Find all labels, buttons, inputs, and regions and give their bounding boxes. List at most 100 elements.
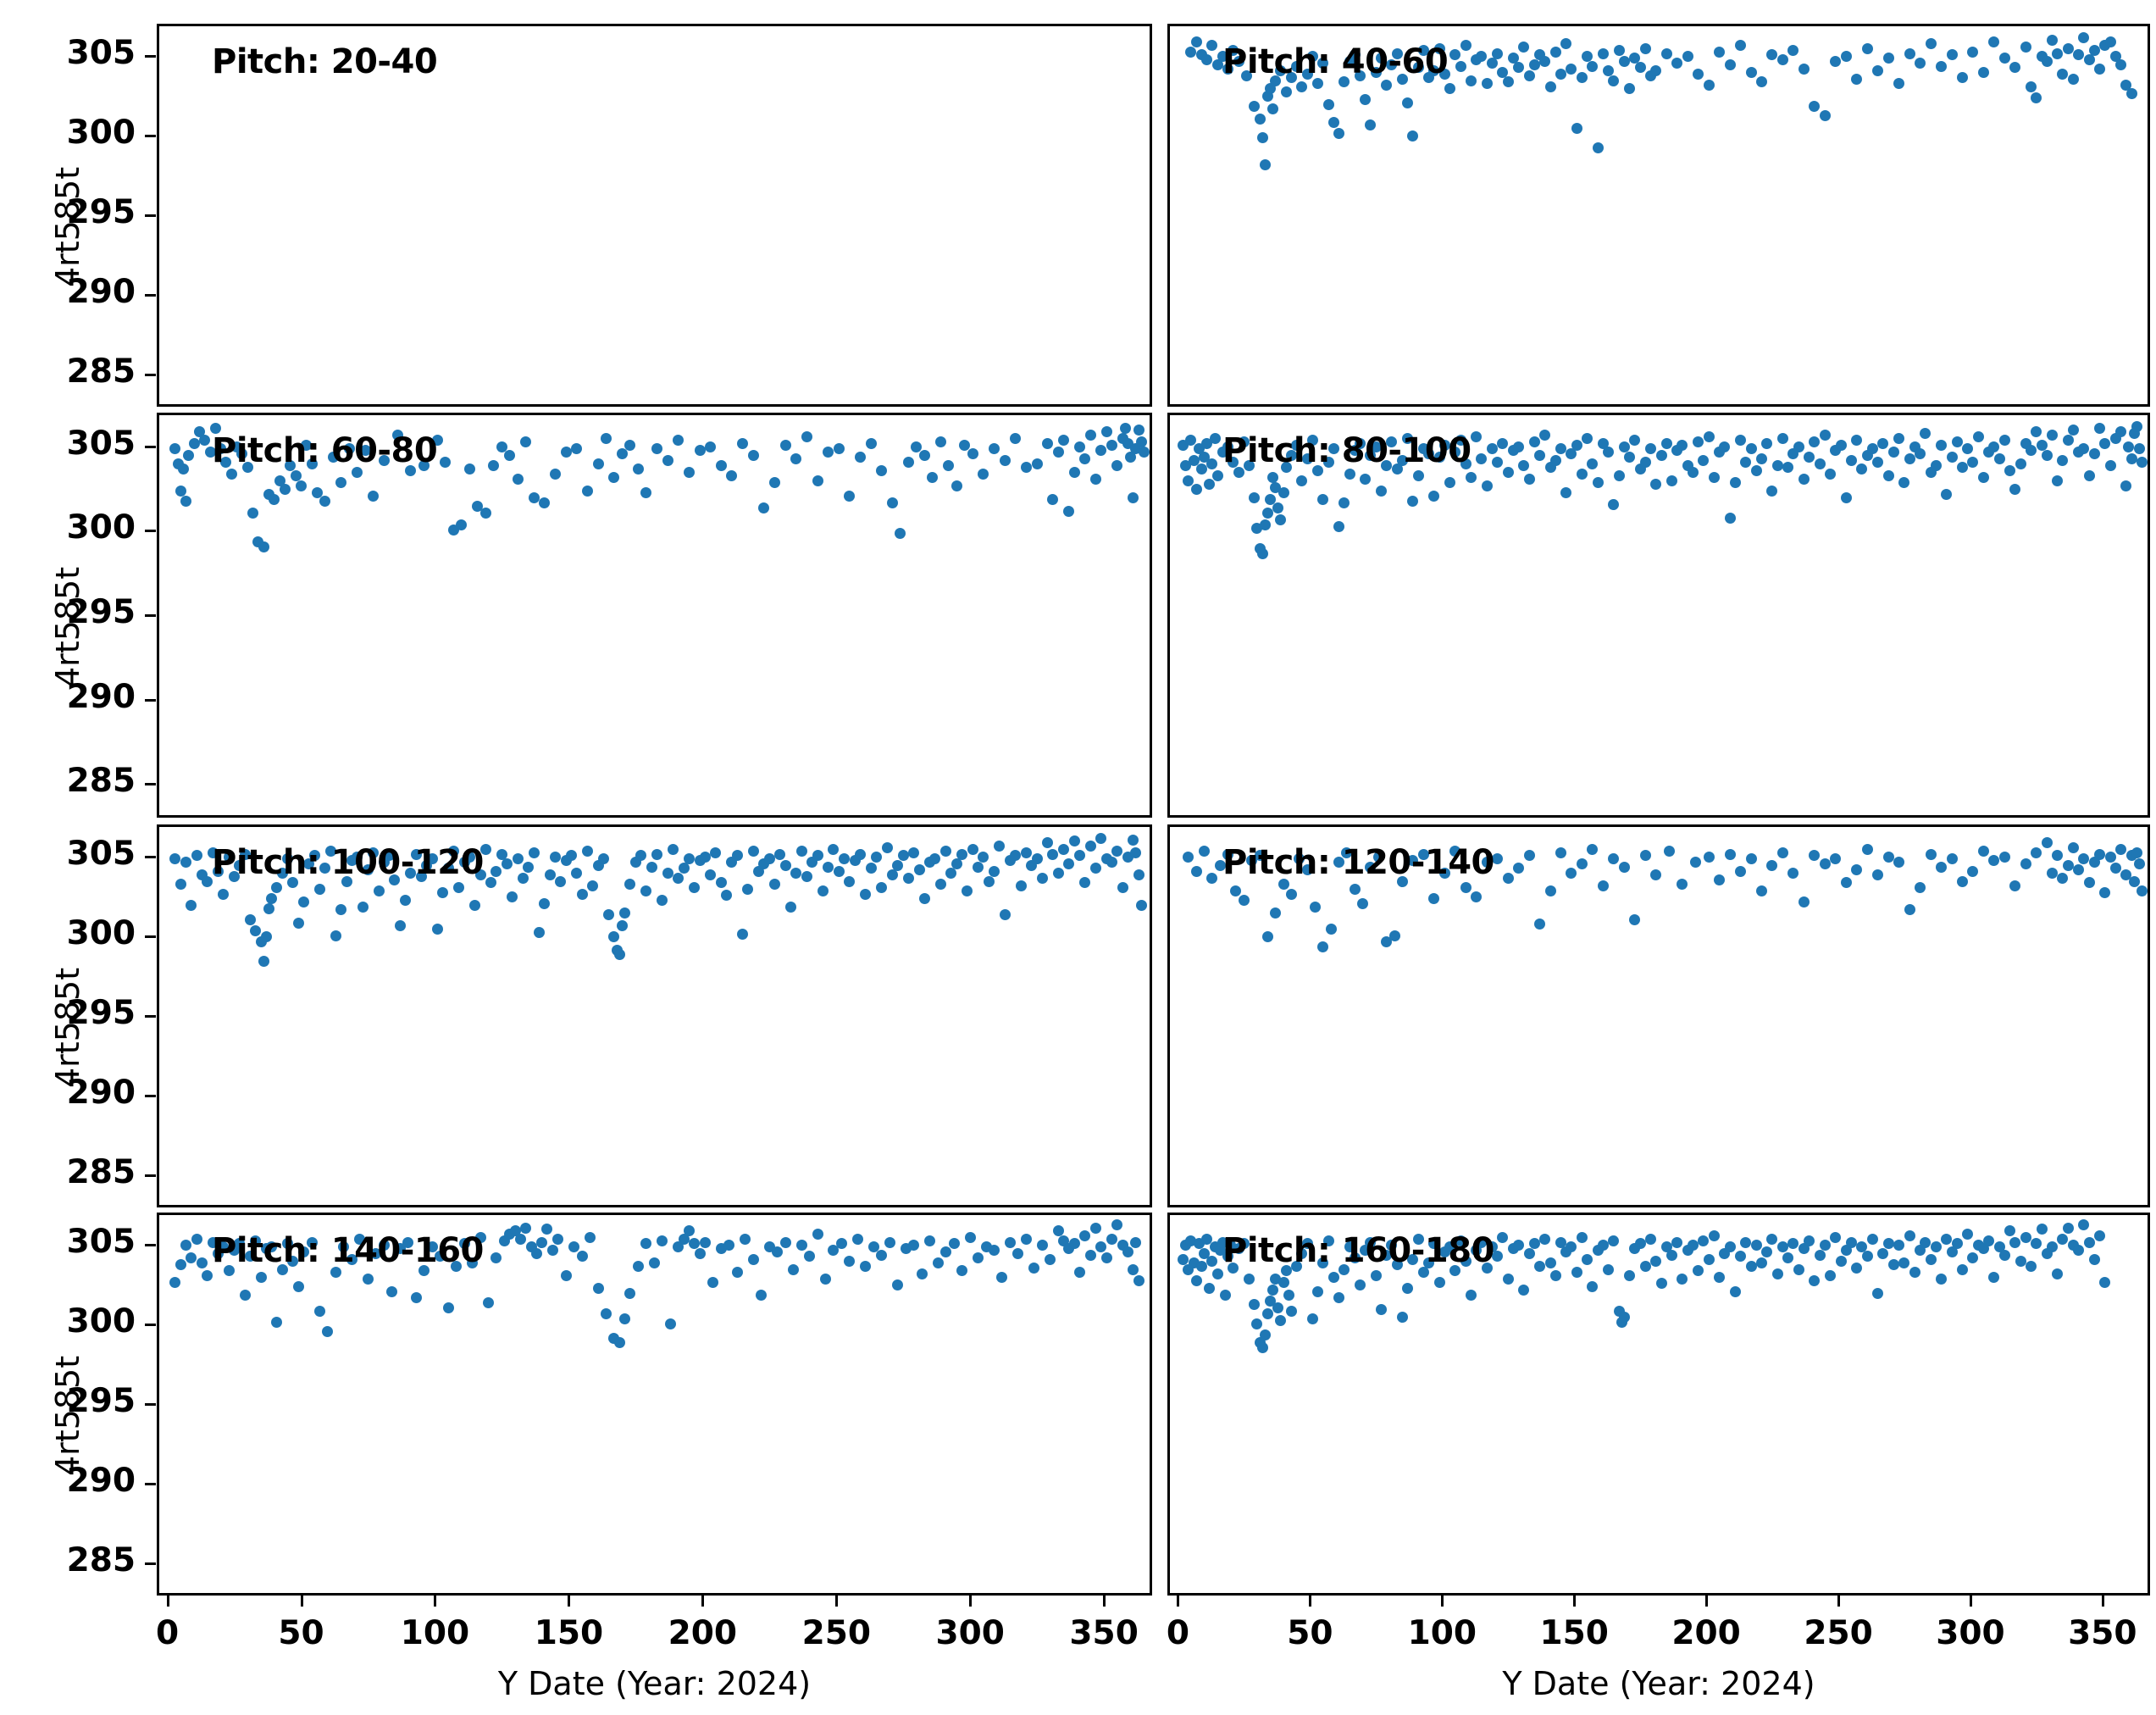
data-point xyxy=(1898,1257,1910,1268)
data-point xyxy=(1058,843,1070,855)
data-point xyxy=(1306,1313,1318,1324)
data-point xyxy=(518,872,529,884)
data-point xyxy=(1294,853,1305,865)
data-point xyxy=(867,1241,879,1253)
data-point xyxy=(1735,435,1747,447)
data-point xyxy=(1471,891,1483,903)
data-point xyxy=(619,907,631,919)
scatter-panel-pitch-140-160 xyxy=(157,1213,1152,1596)
data-point xyxy=(664,1318,676,1329)
data-point xyxy=(1391,463,1403,475)
data-point xyxy=(1761,1246,1773,1257)
data-point xyxy=(1285,71,1297,83)
data-point xyxy=(1370,67,1382,79)
data-point xyxy=(1365,450,1377,462)
data-point xyxy=(2094,848,2106,860)
data-point xyxy=(292,1281,304,1293)
data-point xyxy=(1370,441,1382,453)
data-point xyxy=(1438,440,1450,452)
data-point xyxy=(624,879,636,891)
data-point xyxy=(271,1316,283,1328)
data-point xyxy=(1851,435,1863,447)
data-point xyxy=(204,447,216,458)
data-point xyxy=(1183,852,1194,863)
data-point xyxy=(1766,49,1778,61)
data-point xyxy=(463,852,475,863)
data-point xyxy=(833,443,845,455)
data-point xyxy=(731,850,743,862)
data-point xyxy=(520,436,532,448)
data-point xyxy=(2057,69,2069,80)
data-point xyxy=(747,1254,759,1266)
data-point xyxy=(1893,78,1905,90)
data-point xyxy=(833,866,845,878)
data-point xyxy=(306,1236,318,1248)
data-point xyxy=(683,467,695,479)
data-point xyxy=(2015,1256,2026,1268)
data-point xyxy=(1587,60,1599,72)
x-axis-label-col-0: Y Date (Year: 2024) xyxy=(497,1665,812,1702)
data-point xyxy=(1138,447,1150,458)
data-point xyxy=(1629,53,1641,64)
data-point xyxy=(269,494,280,506)
data-point xyxy=(1133,1274,1145,1286)
data-point xyxy=(1639,457,1651,469)
data-point xyxy=(1402,1283,1414,1295)
data-point xyxy=(1259,159,1271,171)
data-point xyxy=(1261,1308,1273,1320)
data-point xyxy=(1936,1273,1948,1285)
data-point xyxy=(1188,455,1200,467)
data-point xyxy=(2031,92,2042,104)
data-point xyxy=(1201,54,1213,66)
data-point xyxy=(416,870,428,882)
data-point xyxy=(2062,859,2074,871)
data-point xyxy=(314,1305,326,1317)
data-point xyxy=(1956,462,1968,474)
data-point xyxy=(2131,846,2142,858)
data-point xyxy=(1677,1273,1688,1285)
scatter-panel-pitch-160-180 xyxy=(1167,1213,2150,1596)
data-point xyxy=(1634,1238,1646,1250)
data-point xyxy=(1312,1285,1324,1297)
data-point xyxy=(1360,94,1372,106)
data-point xyxy=(225,469,237,480)
data-point xyxy=(1663,845,1675,857)
data-point xyxy=(1936,440,1948,452)
data-point xyxy=(1291,60,1303,72)
data-point xyxy=(239,1289,251,1301)
plot-area xyxy=(1170,415,2148,815)
data-point xyxy=(908,846,920,858)
data-point xyxy=(319,863,331,874)
data-point xyxy=(2026,81,2037,93)
data-point xyxy=(186,899,197,911)
data-point xyxy=(1998,53,2010,64)
data-point xyxy=(1560,38,1572,50)
data-point xyxy=(1481,480,1493,492)
data-point xyxy=(330,1267,341,1279)
data-point xyxy=(1819,430,1831,441)
data-point xyxy=(314,883,326,895)
data-point xyxy=(699,1236,711,1248)
x-tick-label: 0 xyxy=(1166,1614,1190,1652)
data-point xyxy=(1650,1256,1662,1268)
data-point xyxy=(244,913,256,925)
data-point xyxy=(1278,487,1289,499)
data-point xyxy=(1267,103,1279,115)
data-point xyxy=(389,874,401,885)
data-point xyxy=(386,1285,398,1297)
data-point xyxy=(951,858,962,869)
data-point xyxy=(916,1268,928,1280)
data-point xyxy=(437,886,449,898)
data-point xyxy=(1555,846,1566,858)
data-point xyxy=(1544,885,1556,896)
data-point xyxy=(218,1241,230,1253)
x-axis-label-col-1: Y Date (Year: 2024) xyxy=(1502,1665,1815,1702)
data-point xyxy=(1396,875,1408,887)
data-point xyxy=(886,869,898,880)
data-point xyxy=(1793,441,1804,453)
data-point xyxy=(1412,470,1424,482)
data-point xyxy=(1698,455,1710,467)
data-point xyxy=(1381,936,1393,948)
data-point xyxy=(1513,1240,1525,1252)
data-point xyxy=(1386,1240,1398,1252)
